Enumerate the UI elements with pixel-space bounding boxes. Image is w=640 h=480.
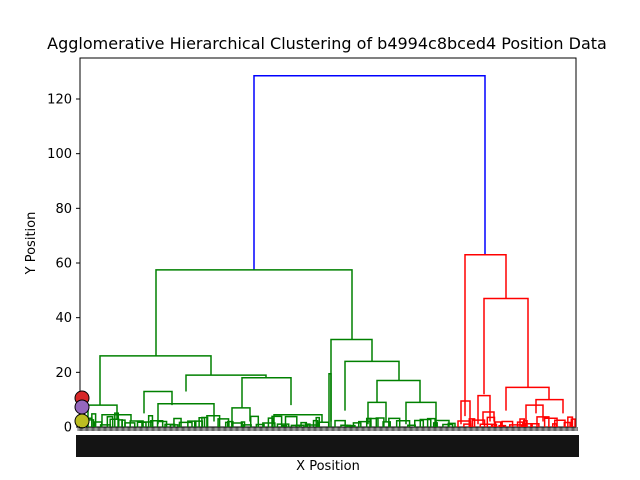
x-axis [76, 427, 579, 457]
green-spike-link [328, 372, 332, 427]
red-b3-link [535, 398, 564, 414]
green-b-link [330, 338, 373, 422]
red-leaf-link [479, 423, 493, 427]
green-a2-right-link [241, 377, 292, 408]
y-tick-label: 60 [55, 257, 72, 272]
green-sub-link [273, 413, 323, 425]
red-leaf-link [524, 422, 533, 427]
green-sub-link [87, 404, 118, 422]
green-leaf-link [284, 415, 298, 427]
y-tick-label: 20 [55, 366, 72, 381]
red-leaf-link [508, 424, 523, 427]
green-leaf-link [178, 421, 193, 427]
green-a2-left-link [143, 390, 173, 414]
red-b-link [483, 297, 529, 395]
green-leaf-link [369, 417, 379, 427]
green-leaf-link [395, 419, 411, 427]
green-a2-link [185, 374, 267, 392]
green-leaf-link [249, 415, 260, 427]
red-leaf-link [463, 423, 472, 427]
red-leaf-link [494, 421, 502, 427]
red-leaf-link [567, 416, 574, 427]
green-leaf-link [91, 413, 97, 427]
green-b2-link [344, 360, 400, 411]
green-a-link [99, 355, 212, 406]
red-sub-link [460, 400, 471, 425]
green-leaf-link [106, 415, 114, 427]
green-sub-link [367, 401, 387, 425]
y-tick-label: 120 [47, 93, 72, 108]
green-leaf-link [352, 422, 362, 427]
green-leaf-link [365, 417, 372, 427]
x-tick-labels [76, 435, 579, 457]
red-leaf-link [530, 422, 540, 427]
y-tick-label: 40 [55, 311, 72, 326]
red-leaf-link [486, 416, 496, 427]
y-axis-label: Y Position [24, 212, 39, 276]
chart-title: Agglomerative Hierarchical Clustering of… [47, 34, 607, 53]
green-b3-link [376, 379, 421, 403]
x-axis-label: X Position [296, 459, 360, 474]
green-leaf-link [447, 422, 456, 427]
green-top-link [155, 269, 353, 356]
green-leaf-link [282, 424, 288, 427]
green-leaf-link [382, 421, 391, 427]
green-sub-link [101, 413, 132, 425]
red-leaf-link [543, 417, 558, 427]
green-leaf-link [129, 420, 144, 427]
red-sub-link [482, 411, 495, 425]
green-sub-link [405, 401, 437, 425]
y-tick-label: 80 [55, 202, 72, 217]
green-leaf-link [271, 415, 283, 427]
green-leaf-link [295, 424, 305, 427]
root-link [253, 75, 486, 270]
green-leaf-link [334, 419, 346, 427]
red-sub-link [477, 394, 491, 425]
red-b2-link [505, 386, 550, 411]
cluster-marker [74, 413, 90, 429]
green-leaf-link [267, 417, 274, 427]
green-leaf-link [187, 420, 197, 427]
green-leaf-link [388, 417, 401, 427]
green-leaf-link [414, 419, 425, 427]
plot-frame [79, 57, 577, 428]
green-leaf-link [150, 420, 164, 427]
y-tick-label: 100 [47, 147, 72, 162]
y-tick-label: 0 [64, 421, 72, 436]
green-sub-link [157, 403, 215, 425]
y-axis: 0 20 40 60 80 100 120 [47, 93, 80, 436]
cluster-marker [74, 399, 90, 415]
green-leaf-link [226, 420, 234, 427]
red-leaf-link [570, 418, 576, 427]
plot-area [74, 57, 577, 429]
red-leaf-link [468, 418, 476, 427]
red-sub-link [525, 404, 544, 425]
green-sub-link [231, 407, 251, 425]
green-leaf-link [276, 423, 290, 427]
green-leaf-link [348, 424, 356, 427]
red-top-link [464, 254, 507, 417]
green-leaf-link [255, 423, 265, 427]
green-leaf-link [419, 418, 432, 427]
